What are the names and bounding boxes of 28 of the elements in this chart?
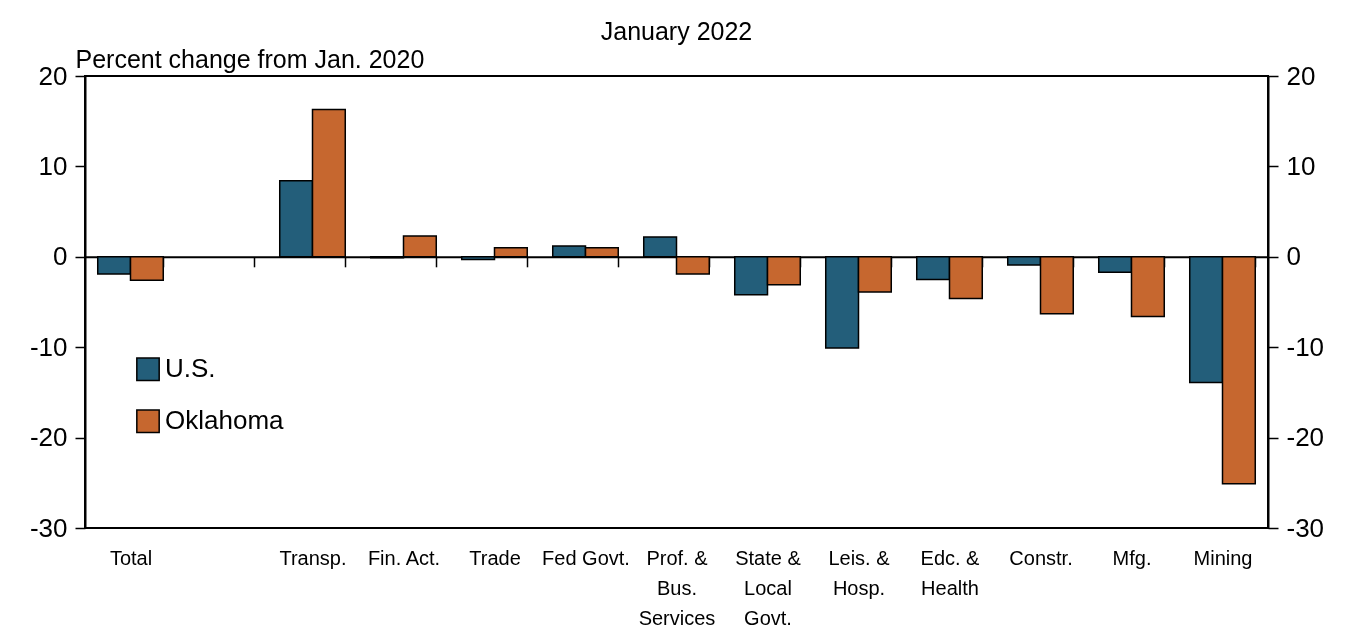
y-tick-label: 20: [38, 60, 68, 91]
legend-label: Oklahoma: [165, 405, 285, 436]
x-tick-label: Total: [109, 546, 153, 569]
y2-tick-label: 10: [1286, 150, 1316, 181]
y-tick-label: 0: [53, 241, 68, 272]
x-tick-label: Constr.: [1009, 546, 1073, 569]
x-tick-label: Trade: [469, 546, 521, 569]
x-tick-label: Mining: [1193, 546, 1253, 569]
y-tick-label: 10: [38, 150, 68, 181]
y-tick-label: -10: [29, 331, 68, 362]
y-tick-label: -20: [29, 422, 68, 453]
x-tick-label: Fin. Act.: [367, 546, 441, 569]
y2-tick-label: -10: [1286, 331, 1325, 362]
legend-label: U.S.: [165, 353, 216, 384]
y2-tick-label: 0: [1286, 241, 1301, 272]
x-tick-label: Transp.: [279, 546, 347, 569]
x-tick-label: Fed Govt.: [542, 546, 630, 569]
y-axis-title: Percent change from Jan. 2020: [75, 44, 425, 73]
x-tick-label: Mfg.: [1112, 546, 1152, 569]
y2-tick-label: -30: [1286, 512, 1325, 543]
y2-tick-label: -20: [1286, 422, 1325, 453]
y-tick-label: -30: [29, 512, 68, 543]
y2-tick-label: 20: [1286, 60, 1316, 91]
x-tick-label: State & Local Govt.: [735, 546, 802, 629]
chart-title: January 2022: [600, 17, 753, 45]
x-tick-label: Prof. & Bus. Services: [638, 546, 716, 629]
x-tick-label: Edc. & Health: [920, 546, 981, 599]
x-tick-label: Leis. & Hosp.: [828, 546, 891, 599]
